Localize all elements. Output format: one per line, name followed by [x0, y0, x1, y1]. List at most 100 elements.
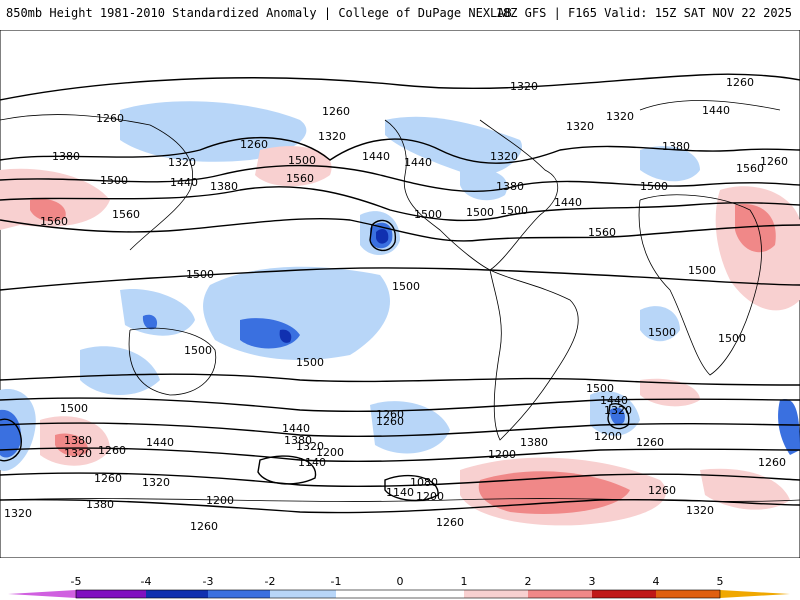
pos-anomaly-asia	[0, 168, 110, 230]
contour-label: 1500	[100, 174, 128, 187]
map-title: 850mb Height 1981-2010 Standardized Anom…	[6, 6, 512, 20]
colorbar-swatch-neg2	[208, 590, 270, 598]
contour-label: 1500	[688, 264, 716, 277]
neg-anomaly-east-africa	[640, 306, 680, 342]
contour-label: 1320	[510, 80, 538, 93]
contour-label: 1260	[436, 516, 464, 529]
contour-label: 1500	[60, 402, 88, 415]
contour-label: 1440	[554, 196, 582, 209]
colorbar-swatch-pos2	[528, 590, 592, 598]
neg-anomaly-siberia	[120, 101, 307, 162]
pos-anomaly-asia-core	[30, 198, 66, 222]
contour-1440-north	[0, 164, 800, 193]
contour-1380-south	[0, 422, 800, 438]
neg-anomaly-south-atlantic-core	[610, 407, 625, 425]
contour-label: 1320	[64, 447, 92, 460]
contour-label: 1080	[410, 476, 438, 489]
contour-low-west	[0, 418, 22, 462]
neg-anomaly-tropics	[203, 266, 390, 360]
contour-label: 1440	[146, 436, 174, 449]
contour-label: 1260	[94, 472, 122, 485]
contour-1500-tropics	[0, 267, 800, 291]
colorbar-ticks: -5 -4 -3 -2 -1 0 1 2 3 4 5	[71, 575, 724, 588]
contour-1500-south	[0, 373, 800, 386]
pos-anomaly-southern-ocean-core	[478, 471, 630, 514]
neg-anomaly-tropics-center	[279, 329, 292, 343]
colorbar: -5 -4 -3 -2 -1 0 1 2 3 4 5	[8, 575, 790, 599]
contour-1500-north	[0, 186, 800, 222]
contour-label: 1380	[86, 498, 114, 511]
coast-eurasia	[0, 100, 781, 251]
contour-label: 1200	[416, 490, 444, 503]
colorbar-swatch-neg4	[76, 590, 146, 598]
contour-low-south-atlantic	[607, 403, 630, 430]
contour-label: 1200	[316, 446, 344, 459]
pos-anomaly-africa-core	[735, 204, 776, 253]
contour-label: 1380	[210, 180, 238, 193]
colorbar-swatch-zero	[336, 590, 464, 598]
contour-low-south-pacific	[257, 455, 317, 485]
contour-label: 1560	[286, 172, 314, 185]
contour-label: 1380	[284, 434, 312, 447]
colorbar-swatch-pos5	[720, 590, 790, 598]
contour-label: 1500	[648, 326, 676, 339]
coast-south-america	[489, 269, 579, 441]
contour-label: 1500	[414, 208, 442, 221]
neg-anomaly-east-edge	[778, 399, 800, 455]
colorbar-swatch-pos1	[464, 590, 528, 598]
colorbar-tick: -2	[265, 575, 276, 588]
contour-label: 1380	[520, 436, 548, 449]
colorbar-tick: 2	[525, 575, 532, 588]
contour-label: 1560	[588, 226, 616, 239]
contour-1380-north	[0, 136, 800, 164]
contour-label: 1500	[586, 382, 614, 395]
contour-label: 1440	[404, 156, 432, 169]
contour-1320-north	[0, 73, 800, 101]
contour-label: 1320	[686, 504, 714, 517]
colorbar-tick: -4	[141, 575, 152, 588]
contour-label: 1380	[64, 434, 92, 447]
neg-anomaly-great-lakes	[460, 168, 508, 201]
colorbar-swatches	[8, 589, 790, 599]
contour-label: 1260	[636, 436, 664, 449]
contour-label: 1260	[648, 484, 676, 497]
contour-label: 1260	[726, 76, 754, 89]
contour-label: 1260	[240, 138, 268, 151]
contour-label: 1140	[386, 486, 414, 499]
contour-label: 1260	[96, 112, 124, 125]
contour-1200-south	[0, 498, 800, 514]
contour-1260-south	[0, 472, 800, 488]
neg-anomaly-indian	[80, 346, 160, 395]
contour-label: 1500	[640, 180, 668, 193]
contour-1440-south	[0, 397, 800, 413]
contour-label: 1440	[702, 104, 730, 117]
height-contours	[0, 73, 800, 514]
colorbar-tick: -3	[203, 575, 214, 588]
contour-label: 1440	[600, 394, 628, 407]
contour-label: 1560	[736, 162, 764, 175]
colorbar-swatch-pos4	[656, 590, 720, 598]
colorbar-outline	[75, 589, 721, 599]
contour-label: 1500	[500, 204, 528, 217]
contour-label: 1500	[718, 332, 746, 345]
contour-label: 1380	[662, 140, 690, 153]
contour-label: 1260	[758, 456, 786, 469]
anomaly-map: 1320 1260 1260 1320 1260 1320 1440 1380 …	[0, 30, 800, 558]
contour-label: 1320	[490, 150, 518, 163]
neg-anomaly-indonesia-core	[142, 314, 158, 330]
contour-label: 1560	[40, 215, 68, 228]
contour-label: 1320	[604, 404, 632, 417]
contour-1560-north	[0, 217, 800, 242]
colorbar-swatch-neg1	[270, 590, 336, 598]
contour-label: 1200	[206, 494, 234, 507]
contour-label: 1320	[168, 156, 196, 169]
contour-label: 1500	[288, 154, 316, 167]
model-run-info: 18Z GFS | F165 Valid: 15Z SAT NOV 22 202…	[495, 6, 792, 20]
contour-label: 1500	[184, 344, 212, 357]
contour-label: 1320	[4, 507, 32, 520]
contour-label: 1260	[376, 415, 404, 428]
coast-australia	[128, 327, 217, 396]
pos-anomaly-south-indian	[700, 468, 790, 510]
contour-label: 1320	[606, 110, 634, 123]
contour-label: 1440	[362, 150, 390, 163]
